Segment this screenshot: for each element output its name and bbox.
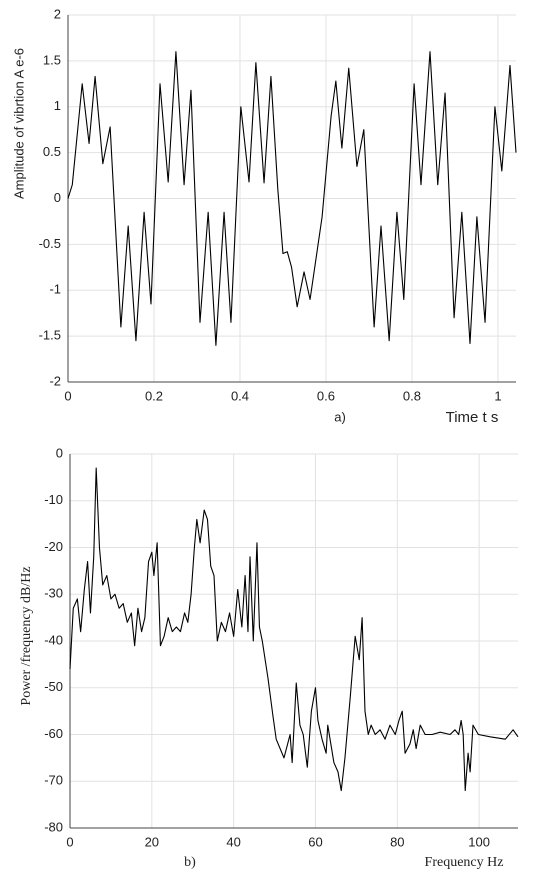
x-tick-label: 0.8 <box>403 388 421 403</box>
y-tick-label: -40 <box>44 632 63 647</box>
y-tick-label: -1.5 <box>39 328 61 343</box>
x-tick-label: 0.4 <box>231 388 249 403</box>
y-tick-label: -1 <box>49 282 61 297</box>
y-tick-label: -30 <box>44 586 63 601</box>
x-tick-label: 40 <box>226 834 240 849</box>
y-tick-label: -0.5 <box>39 236 61 251</box>
x-tick-label: 0.2 <box>145 388 163 403</box>
y-tick-label: 1 <box>54 98 61 113</box>
y-tick-label: -2 <box>49 373 61 388</box>
y-tick-label: 0 <box>56 445 63 460</box>
y-axis-label: Amplitude of vibrtion A e-6 <box>11 48 26 199</box>
y-tick-label: -60 <box>44 726 63 741</box>
y-tick-label: -70 <box>44 773 63 788</box>
y-axis-label: Power /frequency dB/Hz <box>19 566 34 705</box>
panel-label: b) <box>184 855 196 870</box>
x-tick-label: 20 <box>145 834 159 849</box>
y-tick-label: -50 <box>44 679 63 694</box>
x-tick-label: 1 <box>494 388 501 403</box>
y-tick-label: 1.5 <box>43 52 61 67</box>
x-tick-label: 100 <box>468 834 490 849</box>
y-tick-label: -10 <box>44 492 63 507</box>
y-tick-label: 0.5 <box>43 144 61 159</box>
x-tick-label: 0 <box>66 834 73 849</box>
y-tick-label: 0 <box>54 190 61 205</box>
x-tick-label: 60 <box>308 834 322 849</box>
data-line <box>67 51 517 346</box>
x-axis-label: Frequency Hz <box>425 855 504 870</box>
x-tick-label: 80 <box>390 834 404 849</box>
y-tick-label: -20 <box>44 539 63 554</box>
data-line <box>69 467 519 792</box>
panel-label: a) <box>334 409 346 424</box>
x-tick-label: 0.6 <box>317 388 335 403</box>
x-tick-label: 0 <box>64 388 71 403</box>
x-axis-label: Time t s <box>446 409 499 426</box>
y-tick-label: -80 <box>44 819 63 834</box>
y-tick-label: 2 <box>54 6 61 21</box>
